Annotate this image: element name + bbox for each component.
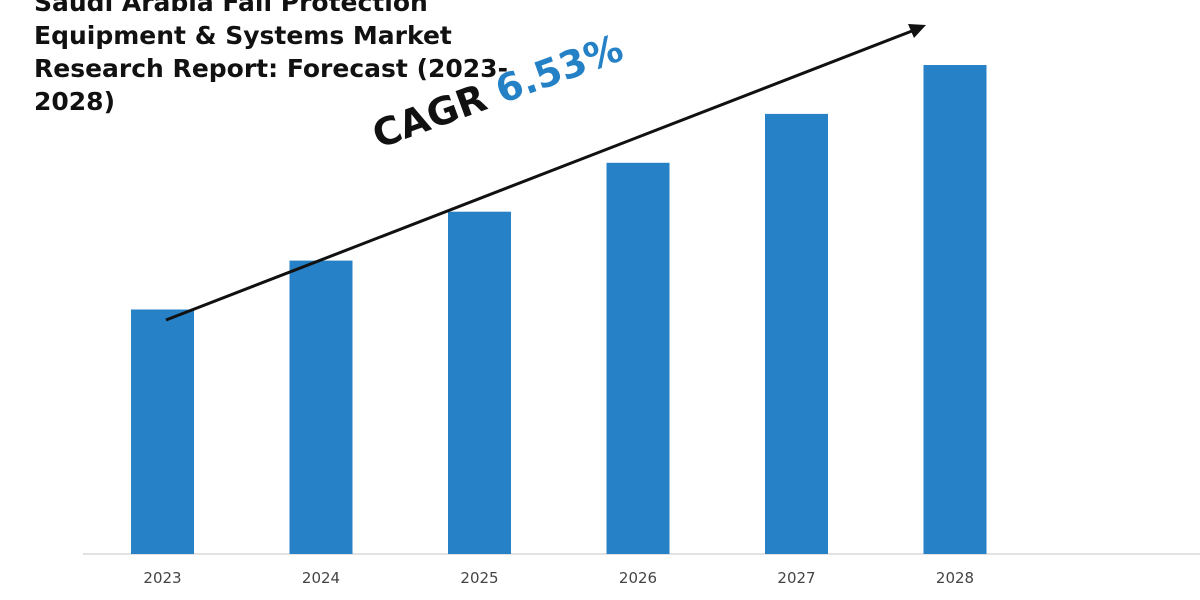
x-tick-label: 2025 [460,569,498,587]
x-tick-label: 2028 [936,569,974,587]
x-tick-label: 2026 [619,569,657,587]
x-tick-label: 2027 [777,569,815,587]
chart-title: Saudi Arabia Fall Protection Equipment &… [34,0,508,118]
bar-2028 [923,65,987,554]
trend-arrow-line [165,29,913,322]
bar-2025 [448,211,511,554]
bars-group [131,65,987,555]
trend-arrow [165,24,926,322]
bar-2024 [289,260,353,554]
title-line: Research Report: Forecast (2023- [34,54,508,83]
title-line: Equipment & Systems Market [34,21,452,50]
x-tick-labels: 2023 2024 2025 2026 2027 2028 [143,569,974,587]
x-tick-label: 2023 [143,569,181,587]
title-line: 2028) [34,87,116,116]
bar-2027 [765,113,828,555]
title-line: Saudi Arabia Fall Protection [34,0,428,17]
trend-arrow-head [908,24,926,38]
x-tick-label: 2024 [302,569,340,587]
bar-2023 [131,309,194,554]
bar-2026 [606,162,670,555]
